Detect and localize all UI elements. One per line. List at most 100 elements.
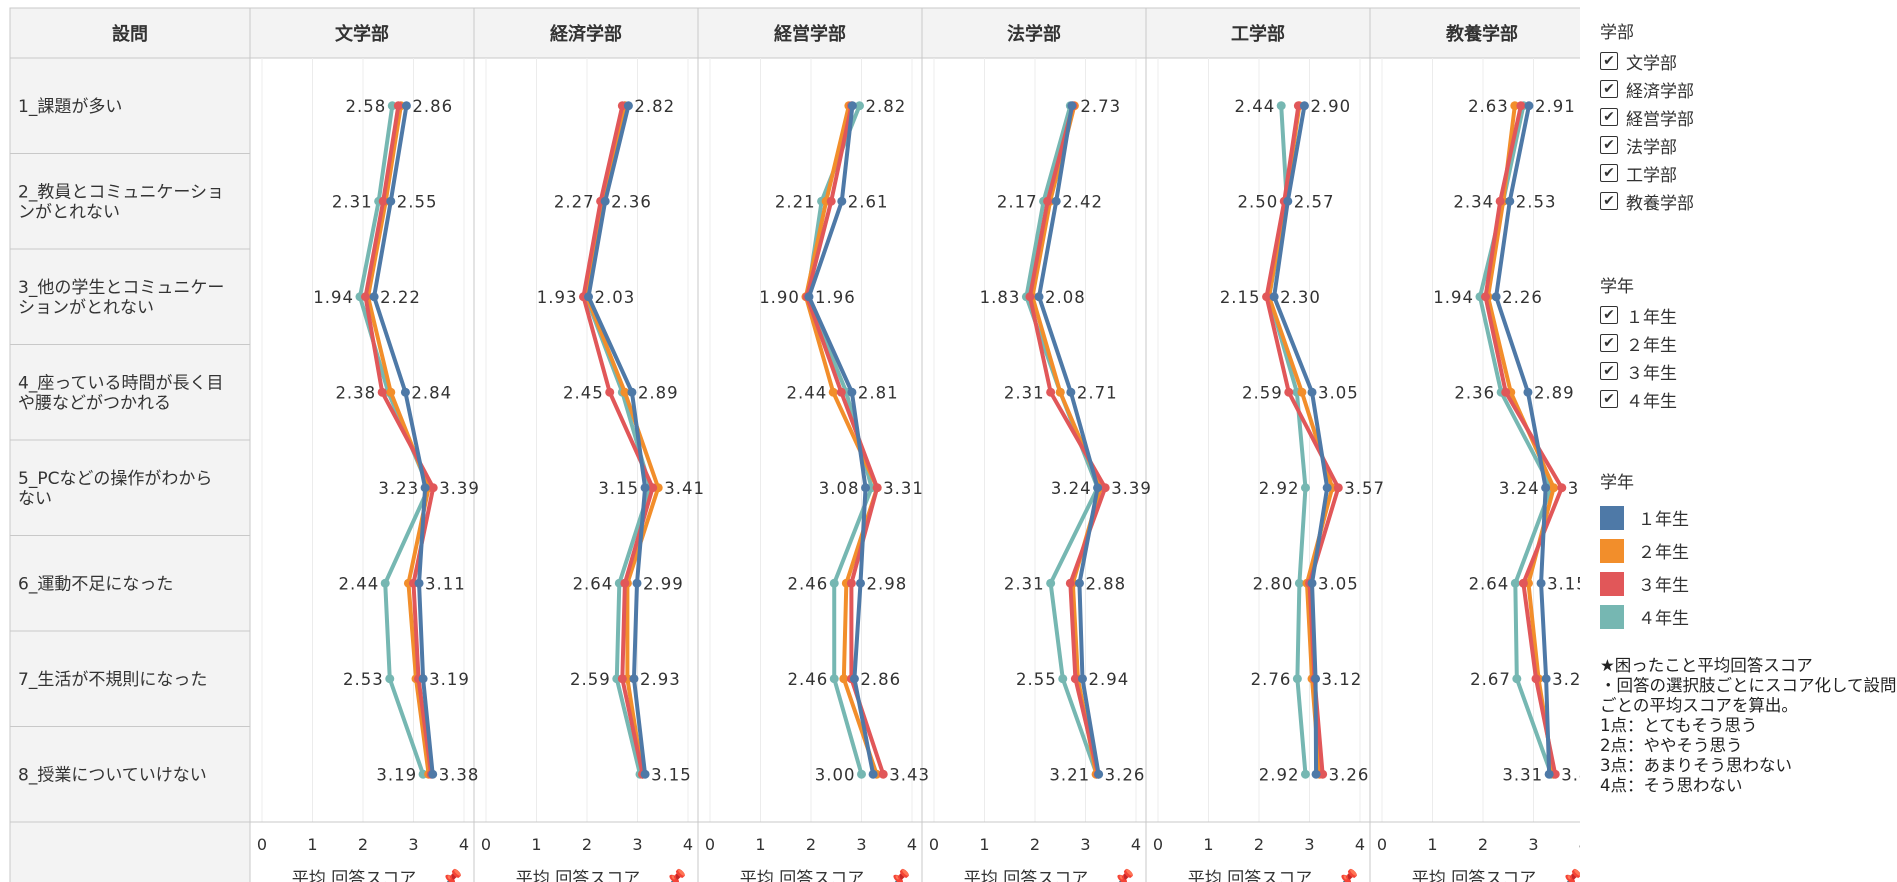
data-label-max: 3.43	[889, 765, 930, 784]
data-point-１年生	[1311, 769, 1321, 779]
color-legend-label: ３年生	[1638, 576, 1689, 596]
checkbox-checked-icon[interactable]: ✔	[1600, 80, 1618, 98]
data-label-max: 3.56	[1568, 479, 1580, 498]
faculty-header: 文学部	[335, 23, 389, 45]
data-label-min: 2.59	[1242, 383, 1283, 402]
faculty-filter-item-5[interactable]: ✔ 教養学部	[1600, 187, 1694, 215]
data-label-max: 3.31	[883, 479, 924, 498]
series-line-３年生	[1483, 105, 1564, 775]
data-point-１年生	[418, 674, 428, 684]
data-point-１年生	[1505, 196, 1515, 206]
axis-corner-bg	[10, 822, 250, 882]
pin-icon: 📌	[889, 868, 910, 882]
data-label-min: 3.31	[1502, 765, 1543, 784]
data-label-max: 3.26	[1329, 765, 1370, 784]
data-label-max: 3.15	[1547, 574, 1580, 593]
grade-filter-item-label: ４年生	[1626, 391, 1677, 412]
checkbox-checked-icon[interactable]: ✔	[1600, 306, 1618, 324]
grade-filter-item-3[interactable]: ✔ ４年生	[1600, 385, 1677, 413]
faculty-filter-item-0[interactable]: ✔ 文学部	[1600, 47, 1694, 75]
data-point-１年生	[640, 769, 650, 779]
data-label-max: 2.98	[866, 574, 907, 593]
data-point-１年生	[1544, 769, 1554, 779]
faculty-filter-item-label: 工学部	[1626, 165, 1677, 186]
data-label-min: 2.92	[1259, 479, 1300, 498]
checkbox-checked-icon[interactable]: ✔	[1600, 52, 1618, 70]
data-point-３年生	[1284, 387, 1294, 397]
x-tick-label: 1	[531, 835, 541, 854]
question-label: 4_座っている時間が長く目や腰などがつかれる	[18, 373, 223, 413]
data-point-３年生	[1531, 674, 1541, 684]
data-label-min: 2.44	[338, 574, 379, 593]
data-label-max: 3.05	[1318, 574, 1359, 593]
data-point-３年生	[1043, 196, 1053, 206]
checkbox-checked-icon[interactable]: ✔	[1600, 390, 1618, 408]
faculty-filter-item-4[interactable]: ✔ 工学部	[1600, 159, 1694, 187]
question-label: 5_PCなどの操作がわからない	[18, 469, 212, 509]
data-point-４年生	[854, 101, 864, 111]
checkbox-checked-icon[interactable]: ✔	[1600, 164, 1618, 182]
data-label-min: 2.67	[1470, 670, 1511, 689]
data-point-１年生	[847, 387, 857, 397]
series-line-３年生	[581, 105, 655, 775]
x-tick-label: 2	[1478, 835, 1488, 854]
x-tick-label: 3	[1528, 835, 1538, 854]
data-point-３年生	[648, 483, 658, 493]
checkbox-checked-icon[interactable]: ✔	[1600, 108, 1618, 126]
faculty-filter-item-1[interactable]: ✔ 経済学部	[1600, 75, 1694, 103]
data-point-１年生	[1066, 387, 1076, 397]
pin-icon: 📌	[1113, 868, 1134, 882]
data-label-max: 2.88	[1085, 574, 1126, 593]
grade-filter-item-2[interactable]: ✔ ３年生	[1600, 357, 1677, 385]
color-legend-item-2[interactable]: ３年生	[1600, 567, 1689, 600]
series-line-１年生	[1272, 105, 1330, 775]
x-tick-label: 1	[1427, 835, 1437, 854]
data-point-１年生	[629, 674, 639, 684]
data-point-１年生	[401, 101, 411, 111]
grade-filter-item-0[interactable]: ✔ １年生	[1600, 301, 1677, 329]
color-swatch	[1600, 604, 1624, 629]
data-point-３年生	[1333, 483, 1343, 493]
color-legend-item-3[interactable]: ４年生	[1600, 600, 1689, 633]
data-point-１年生	[855, 578, 865, 588]
data-label-max: 3.26	[1105, 765, 1146, 784]
faculty-filter-item-2[interactable]: ✔ 経営学部	[1600, 103, 1694, 131]
data-label-max: 2.89	[1534, 383, 1575, 402]
x-tick-label: 4	[1131, 835, 1141, 854]
grade-filter-item-1[interactable]: ✔ ２年生	[1600, 329, 1677, 357]
data-point-４年生	[385, 674, 395, 684]
data-point-３年生	[878, 769, 888, 779]
data-label-min: 2.63	[1468, 97, 1509, 116]
color-legend-title: 学年	[1600, 473, 1634, 493]
data-point-１年生	[1491, 292, 1501, 302]
checkbox-checked-icon[interactable]: ✔	[1600, 334, 1618, 352]
data-point-３年生	[393, 101, 403, 111]
data-point-４年生	[1294, 578, 1304, 588]
x-tick-label: 0	[929, 835, 939, 854]
data-point-４年生	[829, 578, 839, 588]
data-point-１年生	[1283, 196, 1293, 206]
data-label-max: 2.57	[1294, 192, 1335, 211]
data-label-min: 2.44	[786, 383, 827, 402]
data-point-２年生	[1549, 483, 1559, 493]
color-legend-item-0[interactable]: １年生	[1600, 501, 1689, 534]
data-label-max: 3.15	[651, 765, 692, 784]
color-legend-item-1[interactable]: ２年生	[1600, 534, 1689, 567]
x-tick-label: 3	[856, 835, 866, 854]
data-point-１年生	[837, 196, 847, 206]
checkbox-checked-icon[interactable]: ✔	[1600, 362, 1618, 380]
data-point-１年生	[369, 292, 379, 302]
data-label-max: 2.36	[611, 192, 652, 211]
data-label-max: 2.86	[412, 97, 453, 116]
checkbox-checked-icon[interactable]: ✔	[1600, 192, 1618, 210]
faculty-filter-item-3[interactable]: ✔ 法学部	[1600, 131, 1694, 159]
data-label-min: 2.59	[570, 670, 611, 689]
series-line-１年生	[806, 105, 876, 775]
grade-filter-item-label: ３年生	[1626, 363, 1677, 384]
data-label-min: 3.08	[819, 479, 860, 498]
data-point-３年生	[1070, 674, 1080, 684]
data-point-３年生	[826, 196, 836, 206]
question-label: 3_他の学生とコミュニケーションがとれない	[18, 278, 224, 318]
checkbox-checked-icon[interactable]: ✔	[1600, 136, 1618, 154]
data-label-max: 3.19	[429, 670, 470, 689]
